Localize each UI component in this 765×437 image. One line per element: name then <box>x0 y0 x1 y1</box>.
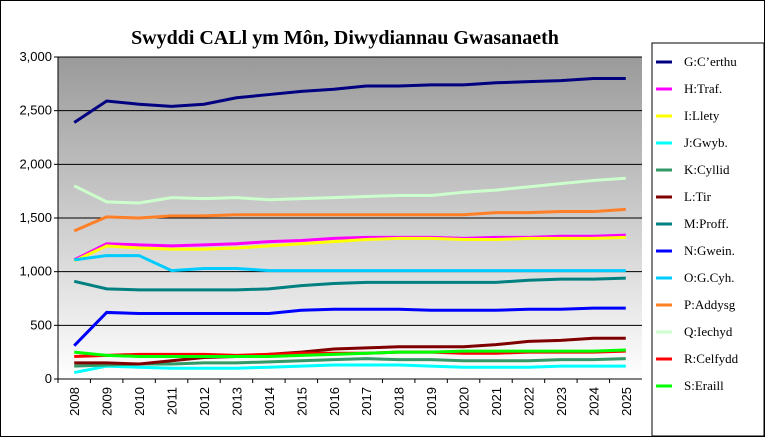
y-tick-label: 1,500 <box>19 210 52 225</box>
series-line <box>73 306 626 347</box>
series-line <box>73 363 626 375</box>
x-tick-label: 2019 <box>424 387 439 416</box>
y-tick-label: 3,000 <box>19 49 52 64</box>
x-tick-label: 2008 <box>67 387 82 416</box>
x-tick-label: 2009 <box>100 387 115 416</box>
legend-label: P:Addysg <box>684 297 736 312</box>
x-tick-label: 2011 <box>165 387 180 415</box>
x-tick-label: 2015 <box>294 387 309 416</box>
legend-label: O:G.Cyh. <box>684 270 735 285</box>
series-line <box>73 276 626 292</box>
chart-title: Swyddi CALl ym Môn, Diwydiannau Gwasanae… <box>131 27 559 49</box>
series-line <box>73 207 626 233</box>
series-line <box>74 336 626 366</box>
legend-box <box>651 42 765 437</box>
y-tick-label: 1,000 <box>19 264 52 279</box>
legend-label: S:Eraill <box>684 378 724 393</box>
x-tick-label: 2023 <box>554 387 569 416</box>
x-tick-label: 2017 <box>359 387 374 416</box>
x-tick-label: 2018 <box>392 387 407 416</box>
legend-label: H:Traf. <box>684 81 722 96</box>
x-tick-label: 2010 <box>132 387 147 416</box>
y-tick-label: 0 <box>45 371 52 386</box>
y-tick-label: 500 <box>30 317 52 332</box>
series-line <box>73 76 626 124</box>
series-line <box>74 254 626 273</box>
x-tick-label: 2013 <box>229 387 244 416</box>
series-line <box>74 348 626 358</box>
series-line <box>73 176 626 205</box>
legend-label: I:Llety <box>684 108 720 123</box>
legend-label: Q:Iechyd <box>684 324 733 339</box>
x-tick-label: 2012 <box>197 387 212 416</box>
x-tick-label: 2024 <box>586 387 601 416</box>
y-tick-label: 2,500 <box>19 103 52 118</box>
x-tick-label: 2016 <box>327 387 342 416</box>
y-tick-label: 2,000 <box>19 156 52 171</box>
x-tick-label: 2020 <box>457 387 472 416</box>
legend-label: K:Cyllid <box>684 162 730 177</box>
series-line <box>74 357 626 368</box>
legend-label: M:Proff. <box>684 216 729 231</box>
x-tick-label: 2025 <box>619 387 634 416</box>
legend-label: L:Tir <box>684 189 712 204</box>
x-tick-label: 2014 <box>262 387 277 416</box>
legend-label: N:Gwein. <box>684 243 735 258</box>
legend-label: G:C’erthu <box>684 54 737 69</box>
legend-label: R:Celfydd <box>684 351 739 366</box>
x-tick-label: 2022 <box>521 387 536 416</box>
x-tick-label: 2021 <box>489 387 504 416</box>
legend-label: J:Gwyb. <box>684 135 728 150</box>
series-line <box>73 235 626 263</box>
